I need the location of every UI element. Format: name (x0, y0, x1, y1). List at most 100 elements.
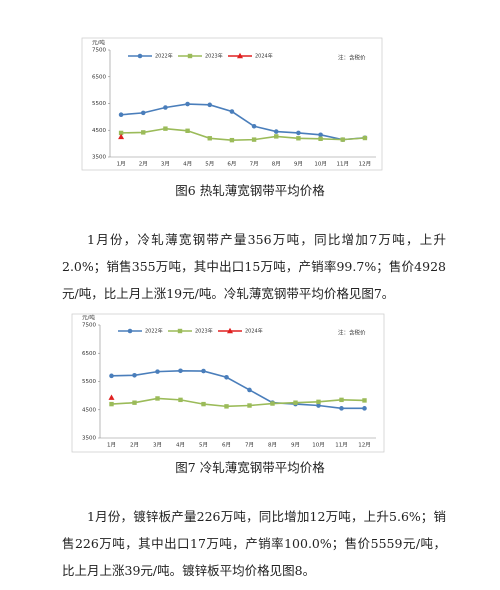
annotation: 注：含税价 (338, 54, 366, 62)
marker (293, 400, 298, 405)
x-tick-label: 1月 (117, 161, 126, 168)
legend-label: 2023年 (195, 328, 213, 335)
marker (224, 404, 229, 409)
series-line (121, 127, 365, 141)
x-tick-label: 9月 (291, 442, 300, 449)
marker (140, 110, 146, 116)
marker (227, 327, 233, 334)
marker (273, 129, 279, 134)
marker (340, 137, 345, 142)
marker (137, 53, 143, 59)
marker (318, 132, 323, 138)
marker (362, 135, 368, 141)
marker (237, 52, 243, 59)
marker (296, 130, 301, 136)
marker (362, 406, 367, 411)
x-tick-label: 11月 (337, 161, 350, 168)
y-tick-label: 6500 (82, 351, 96, 357)
marker (187, 53, 193, 59)
marker (362, 398, 367, 403)
chart-frame (71, 313, 385, 453)
series-line (111, 397, 365, 408)
x-tick-label: 3月 (153, 442, 162, 449)
y-tick-label: 7500 (82, 323, 96, 329)
legend-label: 2024年 (255, 53, 273, 60)
x-tick-label: 4月 (183, 161, 192, 168)
marker (177, 328, 183, 334)
x-tick-label: 2月 (139, 161, 148, 168)
y-tick-label: 6500 (92, 74, 106, 80)
y-tick-label: 5500 (82, 379, 96, 385)
y-tick-label: 3500 (82, 436, 96, 442)
y-tick-label: 4500 (92, 128, 106, 134)
x-tick-label: 4月 (176, 442, 185, 449)
x-tick-label: 10月 (314, 161, 327, 168)
paragraph: 1月份，镀锌板产量226万吨，同比增加12万吨，上升5.6%；销售226万吨，其… (62, 509, 446, 578)
series-line (121, 103, 365, 141)
marker (316, 399, 321, 405)
marker (118, 112, 124, 118)
chart-frame (81, 37, 383, 171)
marker (274, 134, 279, 139)
marker (155, 369, 160, 374)
marker (339, 397, 344, 403)
x-tick-label: 8月 (272, 161, 281, 168)
figure-caption: 图6 热轧薄宽钢带平均价格 (175, 183, 325, 198)
y-tick-label: 5500 (92, 101, 106, 107)
marker (247, 403, 252, 408)
marker (201, 401, 206, 407)
x-tick-label: 1月 (107, 442, 116, 449)
legend-label: 2024年 (245, 328, 263, 335)
marker (296, 136, 301, 141)
y-axis-label: 元/吨 (92, 39, 105, 47)
x-tick-label: 11月 (335, 442, 348, 449)
annotation: 注：含税价 (338, 329, 366, 337)
marker (229, 137, 235, 143)
series-line (111, 369, 365, 410)
figure-caption: 图7 冷轧薄宽钢带平均价格 (175, 460, 325, 475)
marker (109, 401, 114, 407)
x-tick-label: 7月 (245, 442, 254, 449)
x-tick-label: 5月 (205, 161, 214, 168)
legend-label: 2022年 (155, 53, 173, 60)
x-tick-label: 7月 (250, 161, 259, 168)
x-tick-label: 3月 (161, 161, 170, 168)
y-tick-label: 4500 (82, 407, 96, 413)
marker (155, 396, 160, 401)
marker (163, 126, 168, 131)
marker (108, 394, 115, 400)
marker (132, 400, 137, 405)
marker (118, 130, 124, 136)
marker (318, 136, 323, 142)
marker (163, 105, 168, 110)
marker (207, 136, 212, 141)
y-tick-label: 3500 (92, 155, 106, 161)
marker (229, 109, 235, 114)
marker (185, 101, 190, 107)
marker (109, 373, 114, 379)
marker (178, 397, 183, 403)
marker (270, 401, 275, 406)
marker (141, 130, 146, 135)
x-tick-label: 6月 (227, 161, 236, 168)
marker (339, 406, 344, 411)
x-tick-label: 5月 (199, 442, 208, 449)
marker (201, 368, 206, 374)
marker (185, 128, 190, 133)
y-axis-label: 元/吨 (82, 314, 95, 322)
x-tick-label: 9月 (294, 161, 303, 168)
x-tick-label: 12月 (358, 442, 371, 449)
marker (251, 123, 257, 129)
marker (178, 368, 183, 374)
x-tick-label: 2月 (130, 442, 139, 449)
marker (247, 387, 252, 393)
marker (127, 328, 133, 334)
marker (316, 403, 321, 408)
marker (251, 137, 257, 142)
paragraph: 1月份，冷轧薄宽钢带产量356万吨，同比增加7万吨，上升2.0%；销售355万吨… (62, 232, 446, 301)
marker (207, 102, 213, 108)
marker (132, 372, 137, 378)
legend-label: 2023年 (205, 53, 223, 60)
